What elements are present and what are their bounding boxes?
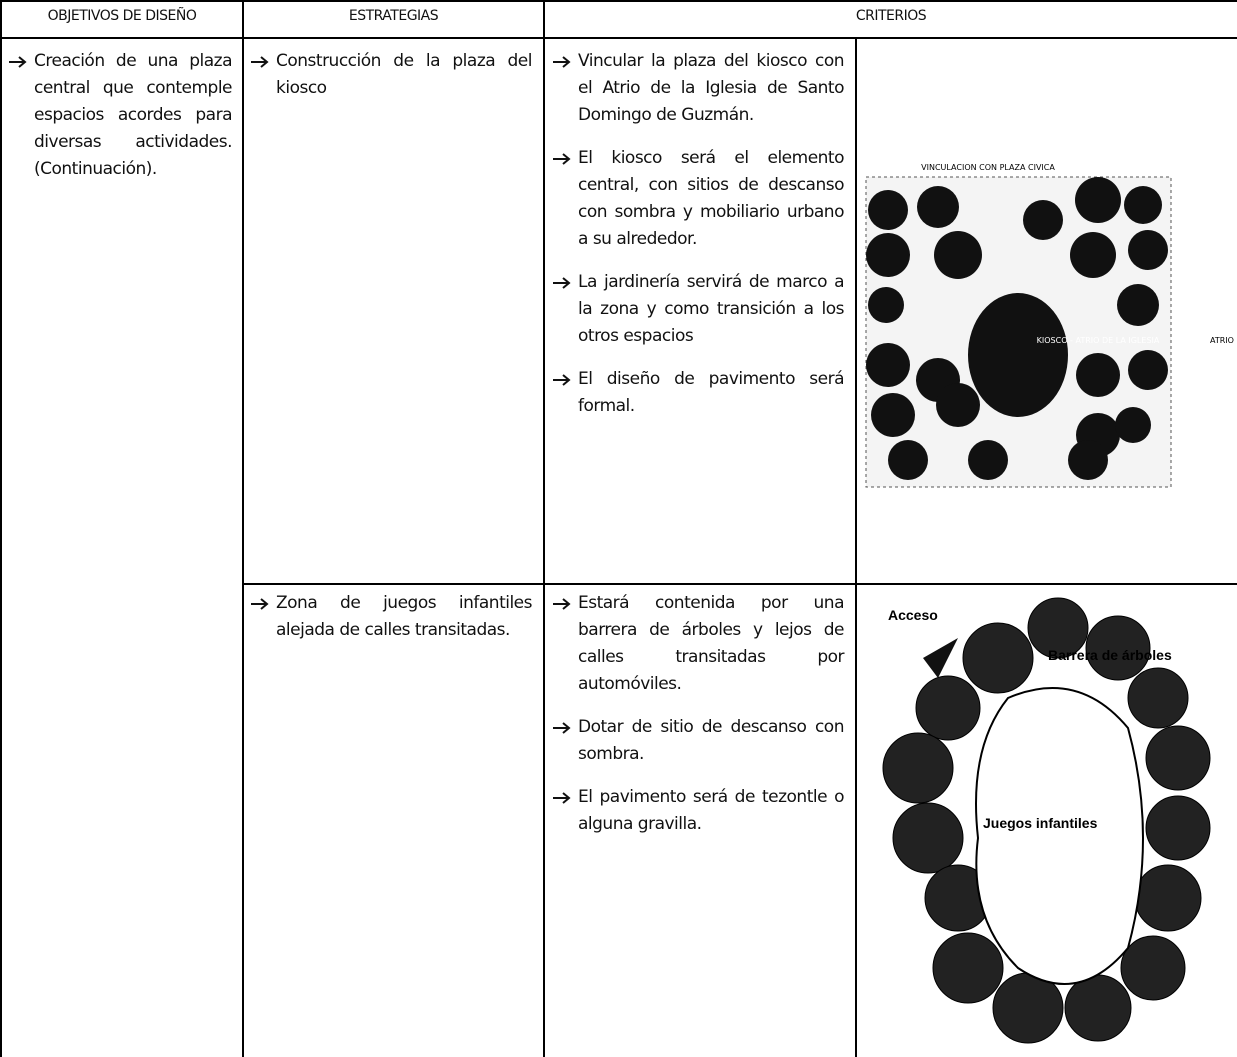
criterion: Vincular la plaza del kiosco con el Atri… [548, 48, 845, 129]
rule [0, 0, 2, 1057]
arrow-icon [553, 56, 571, 68]
play-area [975, 687, 1144, 985]
criterion-text: El pavimento será de tezontle o alguna g… [578, 787, 845, 834]
rule [855, 39, 857, 1057]
figure-plaza: VINCULACION CON PLAZA CIVICA KIOSCO - AT… [865, 163, 1234, 488]
rule [242, 583, 1237, 585]
arrow-icon [251, 598, 269, 610]
arrow-icon [553, 722, 571, 734]
figure-label: Barrera de árboles [1048, 647, 1172, 663]
trees [866, 177, 1168, 480]
figure-label: Acceso [888, 607, 938, 623]
figure-playground: Acceso Barrera de árboles Juegos infanti… [882, 597, 1211, 1044]
header-objectives: OBJETIVOS DE DISEÑO [47, 8, 197, 24]
criteria-cell: Vincular la plaza del kiosco con el Atri… [548, 48, 845, 436]
criterion: El kiosco será el elemento central, con … [548, 145, 845, 253]
rule [543, 0, 545, 1057]
objective: Creación de una plaza central que contem… [4, 48, 233, 183]
rule [0, 0, 1237, 2]
figure-label: Juegos infantiles [983, 815, 1098, 831]
strategy: Construcción de la plaza del kiosco [246, 48, 533, 102]
objective-text: Creación de una plaza central que contem… [34, 51, 233, 179]
criterion-text: Dotar de sitio de descanso con sombra. [578, 717, 845, 764]
criterion: La jardinería servirá de marco a la zona… [548, 269, 845, 350]
access-arrow [923, 638, 958, 678]
rule [242, 0, 244, 1057]
strategy-cell: Zona de juegos infantiles alejada de cal… [246, 590, 533, 660]
arrow-icon [553, 792, 571, 804]
arrow-icon [553, 374, 571, 386]
strategy-text: Construcción de la plaza del kiosco [276, 51, 533, 98]
rule [0, 37, 1237, 39]
figure-label: KIOSCO - ATRIO DE LA IGLESIA [1037, 336, 1160, 345]
figure-label: ATRIO [1210, 336, 1234, 345]
criterion: El diseño de pavimento será formal. [548, 366, 845, 420]
criterion-text: Vincular la plaza del kiosco con el Atri… [578, 51, 845, 125]
header-criteria: CRITERIOS [855, 8, 927, 24]
tree-barrier [882, 597, 1211, 1044]
figure-label: VINCULACION CON PLAZA CIVICA [921, 163, 1055, 172]
arrow-icon [553, 277, 571, 289]
criterion-text: El diseño de pavimento será formal. [578, 369, 845, 416]
criterion-text: El kiosco será el elemento central, con … [578, 148, 845, 249]
arrow-icon [553, 153, 571, 165]
header-strategies: ESTRATEGIAS [348, 8, 439, 24]
arrow-icon [251, 56, 269, 68]
arrow-icon [553, 598, 571, 610]
objective-cell: Creación de una plaza central que contem… [4, 48, 233, 199]
strategy-cell: Construcción de la plaza del kiosco [246, 48, 533, 118]
strategy-text: Zona de juegos infantiles alejada de cal… [276, 593, 533, 640]
criteria-cell: Estará contenida por una barrera de árbo… [548, 590, 845, 854]
arrow-icon [9, 56, 27, 68]
strategy: Zona de juegos infantiles alejada de cal… [246, 590, 533, 644]
criterion: El pavimento será de tezontle o alguna g… [548, 784, 845, 838]
criterion: Estará contenida por una barrera de árbo… [548, 590, 845, 698]
criterion-text: Estará contenida por una barrera de árbo… [578, 593, 845, 694]
criterion-text: La jardinería servirá de marco a la zona… [578, 272, 845, 346]
criterion: Dotar de sitio de descanso con sombra. [548, 714, 845, 768]
